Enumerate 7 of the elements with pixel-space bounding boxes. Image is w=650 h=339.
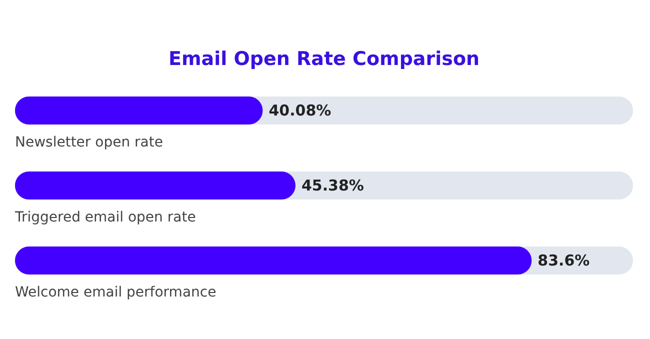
- chart-title: Email Open Rate Comparison: [168, 48, 480, 70]
- y-tick-label: Newsletter open rate: [15, 134, 163, 150]
- data-label: 45.38%: [301, 176, 364, 194]
- data-label: 40.08%: [268, 102, 332, 120]
- y-tick-label: Triggered email open rate: [14, 210, 196, 226]
- y-tick-label: Welcome email performance: [15, 284, 216, 300]
- data-label: 83.6%: [538, 252, 590, 270]
